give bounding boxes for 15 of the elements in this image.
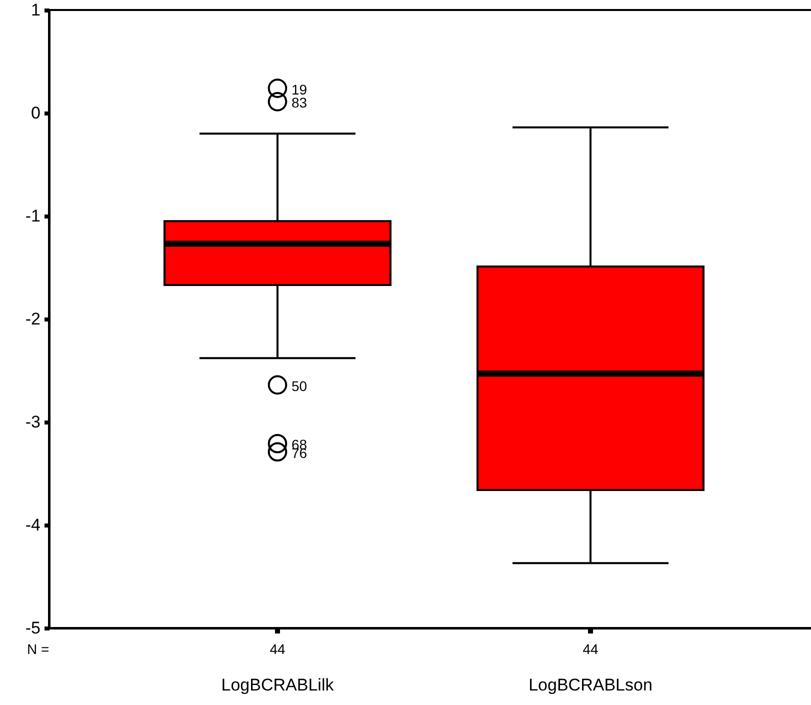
y-tick-label: 0 xyxy=(31,104,40,122)
y-tick-label: -2 xyxy=(25,310,40,328)
y-tick-label: -3 xyxy=(25,412,40,432)
annotation: 50 xyxy=(291,378,308,394)
y-tick-label: -4 xyxy=(25,516,40,534)
y-tick-label: 1 xyxy=(31,0,40,20)
x-tick-label: LogBCRABLilk xyxy=(221,676,334,694)
x-tick-label: LogBCRABLson xyxy=(528,676,652,694)
annotation: 44 xyxy=(582,641,598,657)
y-tick-label: -5 xyxy=(25,618,40,638)
annotation: 19 xyxy=(291,81,308,98)
text: N = xyxy=(27,641,50,657)
annotation: 83 xyxy=(291,94,308,111)
y-tick-label: -1 xyxy=(25,206,40,226)
annotation: 44 xyxy=(270,641,286,657)
